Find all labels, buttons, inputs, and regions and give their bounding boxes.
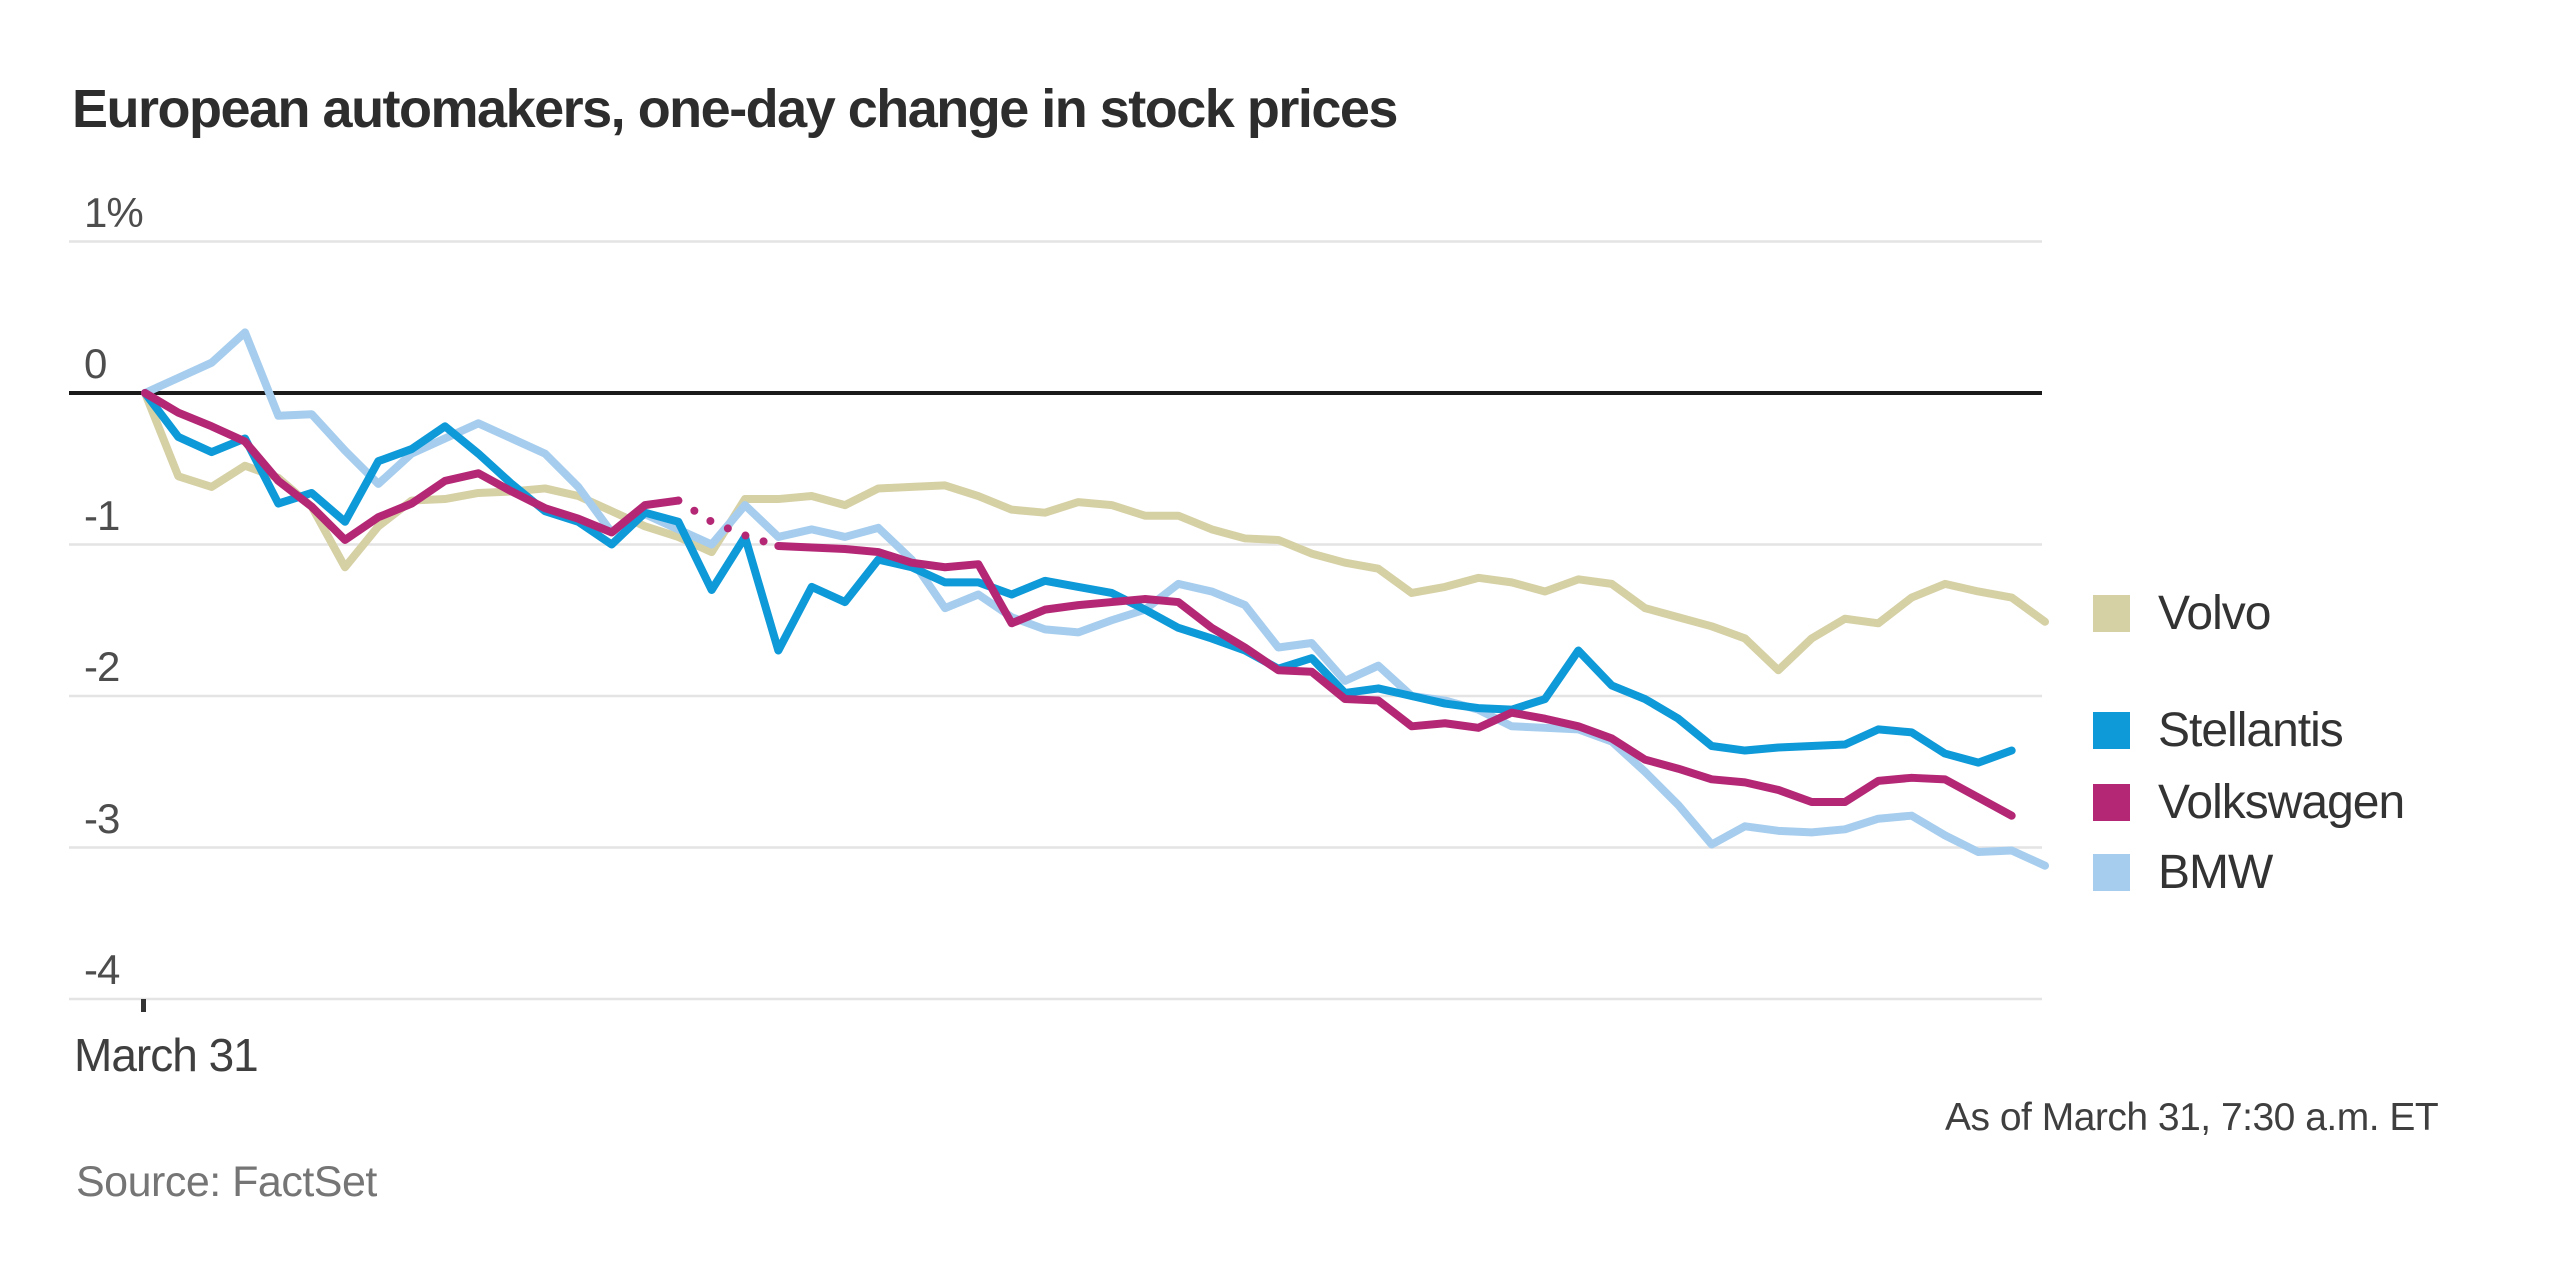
y-tick-1pct: 1% bbox=[84, 188, 144, 236]
bmw-swatch-icon bbox=[2093, 853, 2130, 891]
x-axis-tick bbox=[141, 999, 146, 1012]
legend-label: Stellantis bbox=[2158, 703, 2344, 757]
y-tick-m2: -2 bbox=[84, 643, 120, 690]
volkswagen-swatch-icon bbox=[2093, 783, 2130, 821]
legend-label: BMW bbox=[2158, 845, 2273, 899]
volkswagen-line-dotted-gap bbox=[674, 496, 783, 551]
legend-item-stellantis: Stellantis bbox=[2093, 704, 2344, 757]
chart-title: European automakers, one-day change in s… bbox=[72, 79, 1398, 139]
legend-label: Volvo bbox=[2158, 586, 2271, 640]
stellantis-line bbox=[141, 389, 2016, 767]
y-tick-m4: -4 bbox=[84, 946, 120, 993]
x-axis-label: March 31 bbox=[74, 1029, 259, 1081]
legend-item-volvo: Volvo bbox=[2093, 587, 2271, 640]
y-tick-0: 0 bbox=[84, 340, 107, 387]
source-note: Source: FactSet bbox=[76, 1158, 377, 1206]
volkswagen-line bbox=[774, 542, 2016, 820]
volvo-swatch-icon bbox=[2093, 594, 2130, 632]
volkswagen-line bbox=[141, 389, 683, 544]
legend-item-bmw: BMW bbox=[2093, 846, 2273, 899]
legend-label: Volkswagen bbox=[2158, 775, 2405, 829]
y-tick-m1: -1 bbox=[84, 491, 120, 539]
legend-item-volkswagen: Volkswagen bbox=[2093, 776, 2405, 829]
bmw-line bbox=[141, 328, 2049, 870]
as-of-note: As of March 31, 7:30 a.m. ET bbox=[1945, 1096, 2439, 1139]
stellantis-swatch-icon bbox=[2093, 711, 2130, 749]
volvo-line bbox=[141, 389, 2049, 675]
y-tick-m3: -3 bbox=[84, 794, 120, 842]
